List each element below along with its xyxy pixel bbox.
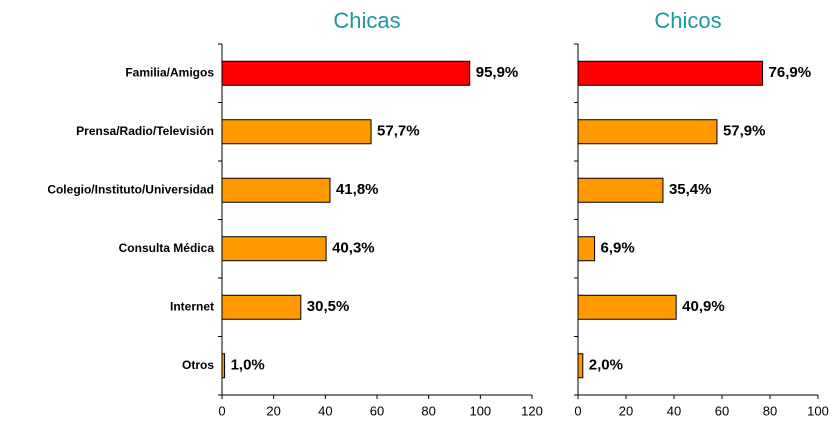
bar bbox=[577, 60, 764, 86]
value-label: 40,9% bbox=[682, 298, 725, 315]
x-tick-label: 0 bbox=[218, 403, 225, 418]
value-label: 57,7% bbox=[377, 123, 420, 140]
value-label: 95,9% bbox=[476, 64, 519, 81]
value-label: 40,3% bbox=[332, 240, 375, 257]
x-tick-label: 80 bbox=[763, 403, 777, 418]
category-label: Consulta Médica bbox=[119, 241, 215, 255]
category-label: Familia/Amigos bbox=[125, 65, 214, 79]
category-label: Otros bbox=[182, 358, 214, 372]
value-label: 1,0% bbox=[231, 357, 265, 374]
bar bbox=[577, 353, 584, 379]
value-label: 35,4% bbox=[669, 181, 712, 198]
x-tick-label: 100 bbox=[807, 403, 829, 418]
value-label: 76,9% bbox=[769, 64, 812, 81]
category-label: Prensa/Radio/Televisión bbox=[76, 124, 214, 138]
value-label: 2,0% bbox=[589, 357, 623, 374]
x-tick-label: 60 bbox=[715, 403, 729, 418]
x-tick-label: 20 bbox=[619, 403, 633, 418]
x-tick-label: 60 bbox=[370, 403, 384, 418]
bar bbox=[221, 177, 331, 203]
x-tick-label: 80 bbox=[421, 403, 435, 418]
bar bbox=[577, 236, 596, 262]
x-tick-label: 0 bbox=[574, 403, 581, 418]
bar bbox=[221, 294, 302, 320]
chart-title: Chicos bbox=[654, 8, 721, 33]
x-tick-label: 40 bbox=[318, 403, 332, 418]
bar bbox=[577, 294, 677, 320]
value-label: 41,8% bbox=[336, 181, 379, 198]
value-label: 30,5% bbox=[307, 298, 350, 315]
x-tick-label: 20 bbox=[266, 403, 280, 418]
category-label: Internet bbox=[170, 299, 214, 313]
x-tick-label: 40 bbox=[667, 403, 681, 418]
category-label: Colegio/Instituto/Universidad bbox=[47, 182, 214, 196]
bar bbox=[221, 60, 471, 86]
x-tick-label: 100 bbox=[469, 403, 491, 418]
bar bbox=[221, 119, 372, 145]
bar bbox=[221, 236, 327, 262]
bar bbox=[577, 119, 718, 145]
value-label: 6,9% bbox=[601, 240, 635, 257]
x-tick-label: 120 bbox=[521, 403, 543, 418]
bar bbox=[221, 353, 226, 379]
chart-title: Chicas bbox=[333, 8, 400, 33]
bar bbox=[577, 177, 664, 203]
value-label: 57,9% bbox=[723, 123, 766, 140]
